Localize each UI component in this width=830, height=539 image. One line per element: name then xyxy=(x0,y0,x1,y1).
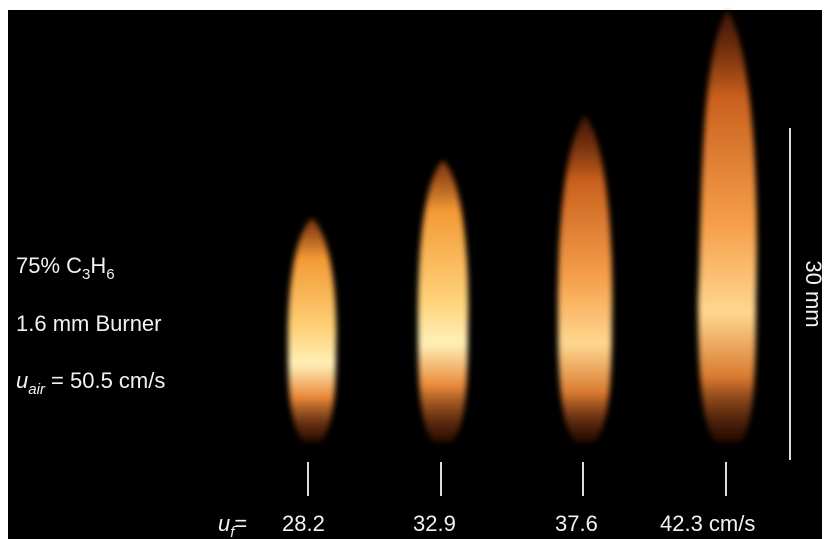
fuel-velocity: 28.2 xyxy=(282,511,325,536)
scale-label: 30 mm xyxy=(801,260,826,327)
burner: 1.6 mm Burner xyxy=(16,311,162,336)
fuel-velocity: 37.6 xyxy=(555,511,598,536)
fuel-velocity: 42.3 cm/s xyxy=(660,511,755,536)
fuel-velocity: 32.9 xyxy=(413,511,456,536)
photo: 30 mm 75% C3H6 1.6 mm Burner uair = 50.5… xyxy=(0,0,830,539)
